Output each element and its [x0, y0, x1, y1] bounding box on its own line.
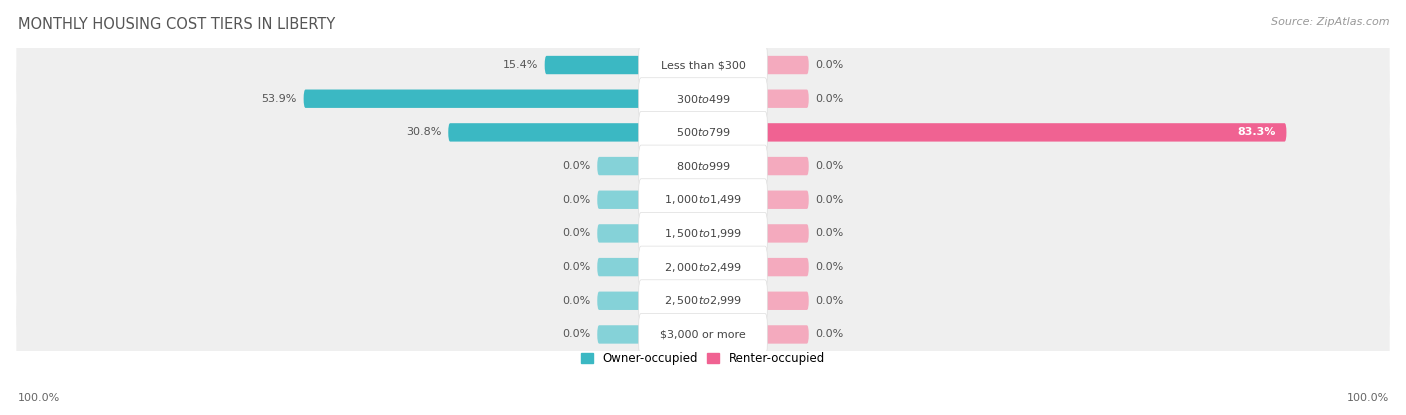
- Text: $1,500 to $1,999: $1,500 to $1,999: [664, 227, 742, 240]
- FancyBboxPatch shape: [598, 190, 641, 209]
- FancyBboxPatch shape: [765, 258, 808, 276]
- Text: 0.0%: 0.0%: [562, 161, 591, 171]
- FancyBboxPatch shape: [765, 123, 1286, 142]
- Text: 100.0%: 100.0%: [18, 393, 60, 403]
- FancyBboxPatch shape: [638, 246, 768, 288]
- FancyBboxPatch shape: [638, 78, 768, 120]
- FancyBboxPatch shape: [638, 111, 768, 154]
- FancyBboxPatch shape: [17, 89, 1389, 176]
- Text: 15.4%: 15.4%: [502, 60, 537, 70]
- FancyBboxPatch shape: [598, 258, 641, 276]
- FancyBboxPatch shape: [638, 313, 768, 355]
- FancyBboxPatch shape: [17, 156, 1389, 244]
- Text: 0.0%: 0.0%: [562, 195, 591, 205]
- Text: 0.0%: 0.0%: [815, 60, 844, 70]
- FancyBboxPatch shape: [765, 190, 808, 209]
- FancyBboxPatch shape: [765, 292, 808, 310]
- Text: 0.0%: 0.0%: [815, 296, 844, 306]
- FancyBboxPatch shape: [638, 179, 768, 221]
- Text: Source: ZipAtlas.com: Source: ZipAtlas.com: [1271, 17, 1389, 27]
- FancyBboxPatch shape: [17, 122, 1389, 210]
- FancyBboxPatch shape: [449, 123, 641, 142]
- Legend: Owner-occupied, Renter-occupied: Owner-occupied, Renter-occupied: [576, 347, 830, 370]
- Text: 0.0%: 0.0%: [815, 161, 844, 171]
- Text: 53.9%: 53.9%: [262, 94, 297, 104]
- FancyBboxPatch shape: [544, 56, 641, 74]
- FancyBboxPatch shape: [17, 21, 1389, 109]
- Text: $2,000 to $2,499: $2,000 to $2,499: [664, 261, 742, 273]
- FancyBboxPatch shape: [765, 157, 808, 175]
- FancyBboxPatch shape: [765, 90, 808, 108]
- FancyBboxPatch shape: [17, 190, 1389, 277]
- FancyBboxPatch shape: [765, 325, 808, 344]
- FancyBboxPatch shape: [17, 290, 1389, 378]
- FancyBboxPatch shape: [17, 223, 1389, 311]
- FancyBboxPatch shape: [17, 55, 1389, 142]
- FancyBboxPatch shape: [638, 280, 768, 322]
- FancyBboxPatch shape: [765, 224, 808, 243]
- Text: $3,000 or more: $3,000 or more: [661, 330, 745, 339]
- Text: 100.0%: 100.0%: [1347, 393, 1389, 403]
- Text: 0.0%: 0.0%: [562, 296, 591, 306]
- Text: $2,500 to $2,999: $2,500 to $2,999: [664, 294, 742, 307]
- FancyBboxPatch shape: [598, 157, 641, 175]
- Text: $500 to $799: $500 to $799: [675, 127, 731, 138]
- Text: 0.0%: 0.0%: [815, 262, 844, 272]
- FancyBboxPatch shape: [765, 56, 808, 74]
- Text: 0.0%: 0.0%: [815, 195, 844, 205]
- FancyBboxPatch shape: [304, 90, 641, 108]
- Text: 83.3%: 83.3%: [1237, 127, 1277, 137]
- Text: $300 to $499: $300 to $499: [675, 93, 731, 105]
- FancyBboxPatch shape: [598, 224, 641, 243]
- Text: MONTHLY HOUSING COST TIERS IN LIBERTY: MONTHLY HOUSING COST TIERS IN LIBERTY: [18, 17, 336, 32]
- FancyBboxPatch shape: [598, 292, 641, 310]
- Text: 0.0%: 0.0%: [815, 94, 844, 104]
- FancyBboxPatch shape: [638, 145, 768, 187]
- Text: 0.0%: 0.0%: [815, 330, 844, 339]
- Text: 0.0%: 0.0%: [562, 262, 591, 272]
- FancyBboxPatch shape: [638, 44, 768, 86]
- Text: $1,000 to $1,499: $1,000 to $1,499: [664, 193, 742, 206]
- Text: Less than $300: Less than $300: [661, 60, 745, 70]
- Text: 30.8%: 30.8%: [406, 127, 441, 137]
- FancyBboxPatch shape: [598, 325, 641, 344]
- Text: 0.0%: 0.0%: [562, 330, 591, 339]
- FancyBboxPatch shape: [17, 257, 1389, 344]
- FancyBboxPatch shape: [638, 212, 768, 254]
- Text: 0.0%: 0.0%: [562, 228, 591, 239]
- Text: 0.0%: 0.0%: [815, 228, 844, 239]
- Text: $800 to $999: $800 to $999: [675, 160, 731, 172]
